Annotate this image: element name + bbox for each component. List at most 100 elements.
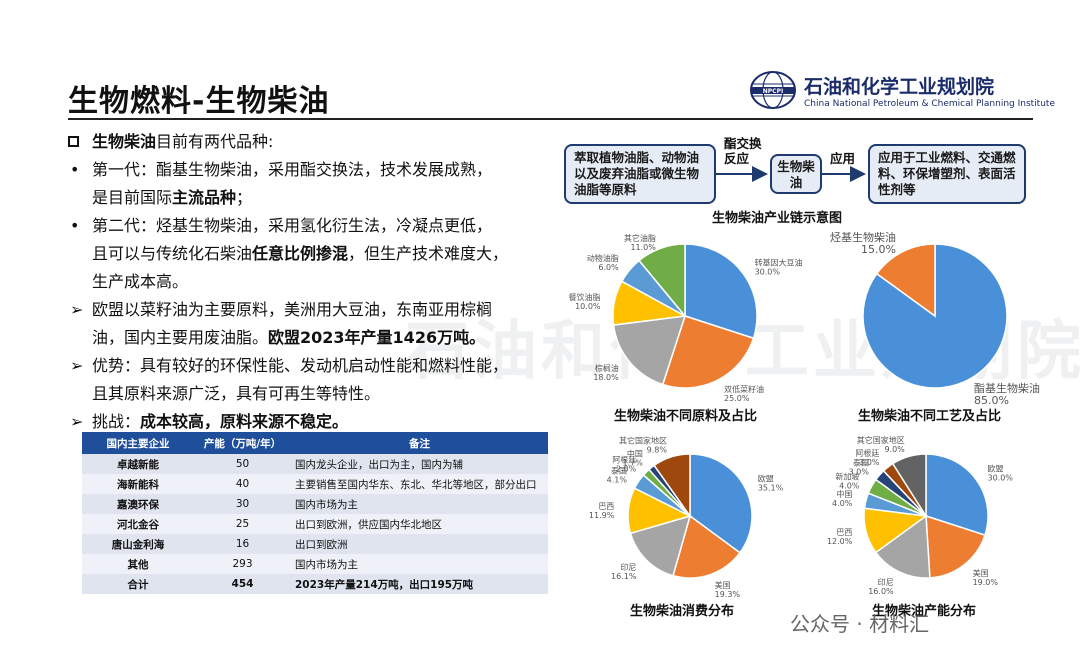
- logo-en: China National Petroleum & Chemical Plan…: [804, 99, 1055, 109]
- pie-label: 印尼: [620, 563, 636, 572]
- pie-chart-process: 酯基生物柴油 85.0% 烃基生物柴油 15.0%: [820, 230, 1040, 408]
- pie-chart-capacity: 欧盟 30.0% 美国 19.0% 印尼 16.0% 巴西 12.0% 中国 4.0% 新加坡 4.0…: [806, 432, 1046, 604]
- pie-value-label: 15.0%: [861, 243, 896, 256]
- pie-value-label: 3.0%: [849, 468, 870, 477]
- pie-label: 泰国: [853, 458, 869, 468]
- dot-bullet-icon: •: [70, 216, 80, 235]
- table-row: 唐山金利海 16 出口到欧洲: [82, 534, 548, 554]
- pie-label: 巴西: [836, 528, 852, 537]
- pie-value-label: 35.1%: [758, 484, 784, 493]
- advantage-item: ➢ 优势：具有较好的环保性能、发动机启动性能和燃料性能，: [68, 352, 556, 380]
- pie-label: 印尼: [878, 578, 894, 587]
- table-cell: 2023年产量214万吨，出口195万吨: [291, 574, 548, 594]
- caption-feedstock: 生物柴油不同原料及占比: [614, 409, 758, 424]
- table-cell: 嘉澳环保: [82, 494, 194, 514]
- table-cell: 293: [194, 554, 291, 574]
- table-cell: 25: [194, 514, 291, 534]
- pie-value-label: 16.1%: [611, 572, 637, 581]
- pie-chart-feedstock: 转基因大豆油 30.0% 双低菜籽油 25.0% 棕榈油 18.0% 餐饮油脂 10.0% 动物…: [560, 232, 810, 408]
- pie-value-label: 4.1%: [607, 475, 628, 484]
- pie-value-label: 2.0%: [616, 464, 637, 473]
- flow-arrows: [716, 166, 866, 182]
- enterprise-table: 国内主要企业 产能（万吨/年） 备注 卓越新能 50 国内龙头企业，出口为主，国内为…: [82, 432, 548, 594]
- table-cell: 卓越新能: [82, 454, 194, 474]
- table-cell: 国内龙头企业，出口为主，国内为辅: [291, 454, 548, 474]
- intro-line: 生物柴油目前有两代品种:: [68, 128, 556, 156]
- logo: NPCPI 石油和化学工业规划院 China National Petroleu…: [748, 70, 1055, 114]
- pie-label: 其它国家地区: [619, 436, 667, 446]
- pie-value-label: 12.0%: [827, 537, 853, 546]
- table-cell: 海新能科: [82, 474, 194, 494]
- pie-value-label: 25.0%: [724, 394, 750, 403]
- arrow-bullet-icon: ➢: [70, 412, 84, 431]
- challenge-item: ➢ 挑战：成本较高，原料来源不稳定。: [68, 408, 556, 436]
- table-cell: 30: [194, 494, 291, 514]
- pie-label: 新加坡: [835, 471, 859, 481]
- table-cell: 16: [194, 534, 291, 554]
- pie-label: 欧盟: [758, 474, 774, 484]
- table-row: 河北金谷 25 出口到欧洲，供应国内华北地区: [82, 514, 548, 534]
- pie-value-label: 16.0%: [868, 587, 894, 596]
- table-header: 国内主要企业: [82, 432, 194, 454]
- bullet-list: 生物柴油目前有两代品种: • 第一代：酯基生物柴油，采用酯交换法，技术发展成熟，…: [68, 128, 556, 436]
- pie-label: 美国: [715, 580, 731, 590]
- pie-value-label: 1.7%: [623, 458, 644, 467]
- table-cell: 其他: [82, 554, 194, 574]
- table-cell: 合计: [82, 574, 194, 594]
- pie-value-label: 19.3%: [715, 590, 741, 599]
- page-title: 生物燃料-生物柴油: [68, 84, 330, 119]
- flow-caption: 生物柴油产业链示意图: [712, 211, 843, 226]
- pie-value-label: 9.8%: [647, 446, 668, 455]
- logo-cn: 石油和化学工业规划院: [804, 76, 995, 98]
- pie-value-label: 4.0%: [832, 499, 853, 508]
- pie-label: 巴西: [598, 502, 614, 511]
- pie-value-label: 30.0%: [987, 473, 1013, 482]
- logo-badge: NPCPI: [763, 88, 783, 95]
- caption-consumption: 生物柴油消费分布: [630, 604, 735, 619]
- pie-slice: [672, 514, 741, 579]
- pie-label: 棕榈油: [595, 363, 619, 373]
- pie-value-label: 6.0%: [598, 263, 619, 272]
- pie-label: 阿根廷: [612, 454, 636, 464]
- table-header: 备注: [291, 432, 548, 454]
- application-box: 应用于工业燃料、交通燃料、环保增塑剂、表面活性剂等: [868, 144, 1026, 204]
- raw-material-box: 萃取植物油脂、动物油以及废弃油脂或微生物油脂等原料: [564, 144, 716, 204]
- pie-label: 阿根廷: [855, 448, 879, 458]
- table-cell: 国内市场为主: [291, 554, 548, 574]
- pie-label: 美国: [973, 568, 989, 578]
- pie-slice: [612, 315, 687, 386]
- pie-value-label: 10.0%: [575, 302, 601, 311]
- pie-label: 双低菜籽油: [724, 384, 764, 394]
- pie-label: 餐饮油脂: [569, 292, 601, 302]
- pie-label: 中国: [627, 448, 643, 458]
- pie-label: 烃基生物柴油: [830, 232, 896, 244]
- pie-slice: [891, 453, 927, 519]
- pie-slice: [875, 243, 936, 318]
- table-row: 合计 454 2023年产量214万吨，出口195万吨: [82, 574, 548, 594]
- pie-slice: [925, 514, 986, 579]
- table-cell: 50: [194, 454, 291, 474]
- pie-value-label: 4.0%: [839, 481, 860, 490]
- caption-capacity: 生物柴油产能分布: [872, 604, 977, 619]
- gen1-item: • 第一代：酯基生物柴油，采用酯交换法，技术发展成熟，: [68, 156, 556, 184]
- table-cell: 40: [194, 474, 291, 494]
- eu-item: ➢ 欧盟以菜籽油为主要原料，美洲用大豆油，东南亚用棕榈: [68, 296, 556, 324]
- pie-label: 其它国家地区: [857, 435, 905, 445]
- pie-label: 中国: [836, 489, 852, 499]
- pie-value-label: 18.0%: [593, 373, 619, 382]
- pie-label: 泰国: [611, 465, 627, 475]
- pie-label: 其它油脂: [624, 233, 656, 243]
- footer-source: 公众号 · 材料汇: [790, 612, 930, 636]
- table-row: 其他 293 国内市场为主: [82, 554, 548, 574]
- pie-chart-consumption: 欧盟 35.1% 美国 19.3% 印尼 16.1% 巴西 11.9% 泰国 4.1% 阿根廷 2.0…: [560, 432, 810, 604]
- pie-value-label: 11.0%: [630, 243, 656, 252]
- table-cell: 国内市场为主: [291, 494, 548, 514]
- pie-value-label: 85.0%: [974, 394, 1009, 404]
- arrow-bullet-icon: ➢: [70, 300, 84, 319]
- industry-chain-diagram: 萃取植物油脂、动物油以及废弃油脂或微生物油脂等原料 酯交换反应 生物柴油 应用 …: [564, 130, 1034, 222]
- pie-label: 动物油脂: [587, 253, 619, 263]
- pie-slice: [661, 315, 755, 389]
- pie-slice: [629, 514, 692, 577]
- pie-value-label: 30.0%: [755, 267, 781, 276]
- pie-slice: [689, 453, 753, 554]
